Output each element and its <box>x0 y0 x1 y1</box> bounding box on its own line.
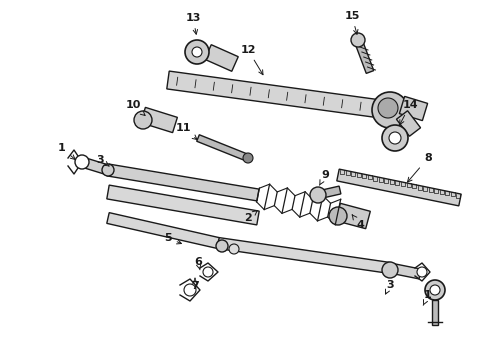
Text: 10: 10 <box>125 100 145 116</box>
Polygon shape <box>432 300 438 325</box>
Text: 4: 4 <box>352 215 364 230</box>
Circle shape <box>430 285 440 295</box>
Circle shape <box>102 164 114 176</box>
Text: 7: 7 <box>191 278 199 291</box>
Polygon shape <box>107 185 259 225</box>
Polygon shape <box>337 169 461 206</box>
Text: 15: 15 <box>344 11 360 34</box>
Text: 11: 11 <box>175 123 197 140</box>
Circle shape <box>389 132 401 144</box>
Circle shape <box>192 47 202 57</box>
Circle shape <box>378 98 398 118</box>
Polygon shape <box>354 39 374 73</box>
Polygon shape <box>167 71 389 119</box>
Text: 1: 1 <box>58 143 75 159</box>
Circle shape <box>425 280 445 300</box>
Polygon shape <box>107 164 259 201</box>
Text: 9: 9 <box>319 170 329 185</box>
Polygon shape <box>107 213 219 248</box>
Polygon shape <box>217 238 391 274</box>
Text: 8: 8 <box>408 153 432 182</box>
Circle shape <box>382 262 398 278</box>
Circle shape <box>203 267 213 277</box>
Polygon shape <box>317 186 341 199</box>
Circle shape <box>184 284 196 296</box>
Text: 6: 6 <box>194 257 202 270</box>
Polygon shape <box>389 263 421 279</box>
Circle shape <box>310 187 326 203</box>
Text: 3: 3 <box>386 280 394 294</box>
Polygon shape <box>396 111 420 136</box>
Polygon shape <box>205 45 238 71</box>
Circle shape <box>329 207 347 225</box>
Text: 5: 5 <box>164 233 181 244</box>
Text: 13: 13 <box>185 13 201 34</box>
Circle shape <box>75 155 89 169</box>
Circle shape <box>185 40 209 64</box>
Polygon shape <box>336 203 370 229</box>
Circle shape <box>382 125 408 151</box>
Circle shape <box>134 111 152 129</box>
Circle shape <box>417 267 427 277</box>
Circle shape <box>229 244 239 254</box>
Polygon shape <box>80 157 109 175</box>
Polygon shape <box>196 135 249 161</box>
Text: 1: 1 <box>423 290 432 305</box>
Text: 3: 3 <box>96 155 109 166</box>
Text: 12: 12 <box>240 45 263 75</box>
Polygon shape <box>141 107 177 132</box>
Polygon shape <box>399 96 428 121</box>
Text: 14: 14 <box>400 100 418 125</box>
Circle shape <box>216 240 228 252</box>
Circle shape <box>351 33 365 47</box>
Circle shape <box>243 153 253 163</box>
Text: 2: 2 <box>244 211 257 223</box>
Circle shape <box>372 92 408 128</box>
